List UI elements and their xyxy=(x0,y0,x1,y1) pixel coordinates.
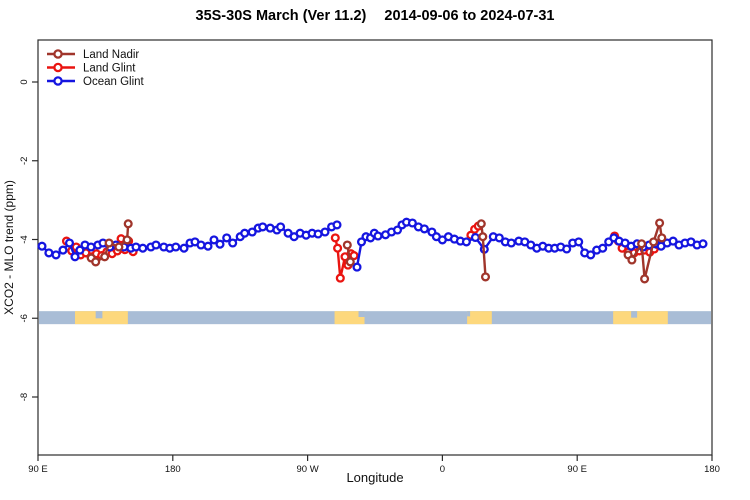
chart-title-main: 35S-30S March (Ver 11.2) xyxy=(195,8,367,24)
legend-label: Ocean Glint xyxy=(83,76,145,88)
data-point xyxy=(335,273,345,283)
data-point xyxy=(131,242,141,252)
legend-item-land-glint: Land Glint xyxy=(47,63,136,75)
data-point xyxy=(151,240,161,250)
data-point xyxy=(649,237,659,247)
data-point xyxy=(668,236,678,246)
data-point xyxy=(75,245,85,255)
data-point xyxy=(478,232,488,242)
data-point xyxy=(333,243,343,253)
data-point xyxy=(480,272,491,282)
y-axis-label: XCO2 - MLO trend (ppm) xyxy=(2,180,16,315)
map-band-ocean-notch xyxy=(358,311,365,318)
data-point xyxy=(461,237,471,247)
data-point xyxy=(37,241,47,251)
series-land-nadir xyxy=(86,218,667,284)
data-point xyxy=(332,220,342,230)
data-point xyxy=(64,238,75,248)
data-point xyxy=(114,242,124,252)
data-point xyxy=(342,240,352,250)
y-tick-label: 0 xyxy=(19,79,30,84)
data-point xyxy=(352,262,362,272)
legend-marker-icon xyxy=(53,49,63,59)
data-point xyxy=(373,231,383,241)
data-point xyxy=(598,243,608,253)
chart-title: 35S-30S March (Ver 11.2) 2014-09-06 to 20… xyxy=(0,8,750,24)
x-tick-label: 90 E xyxy=(567,464,587,475)
data-point xyxy=(258,222,268,232)
data-point xyxy=(122,235,132,245)
data-point xyxy=(476,219,486,229)
data-point xyxy=(179,243,189,253)
y-tick-label: -4 xyxy=(19,235,30,243)
y-tick-label: -8 xyxy=(19,393,30,401)
x-tick-label: 180 xyxy=(704,464,720,475)
data-point xyxy=(70,252,80,262)
x-tick-label: 90 E xyxy=(28,464,48,475)
legend-label: Land Glint xyxy=(83,63,136,75)
data-point xyxy=(228,238,238,248)
chart-title-dates: 2014-09-06 to 2024-07-31 xyxy=(384,8,555,24)
map-band-land-patch xyxy=(613,311,668,325)
y-tick-label: -2 xyxy=(19,157,30,165)
series-ocean-glint xyxy=(37,217,708,272)
data-point xyxy=(247,227,257,237)
legend-marker-icon xyxy=(53,76,63,86)
map-band-ocean-notch xyxy=(95,311,103,319)
map-band-land-patch xyxy=(467,311,492,325)
map-band-ocean xyxy=(39,311,711,325)
data-point xyxy=(506,238,516,248)
data-point xyxy=(100,252,110,262)
data-point xyxy=(320,227,330,237)
legend-item-ocean-glint: Ocean Glint xyxy=(47,76,145,88)
data-point xyxy=(91,257,101,267)
data-point xyxy=(698,239,708,249)
map-band-ocean-notch xyxy=(631,311,638,318)
data-point xyxy=(562,244,572,254)
data-point xyxy=(44,248,54,258)
data-point xyxy=(657,233,667,243)
data-point xyxy=(222,233,232,243)
data-point xyxy=(640,274,650,284)
data-point xyxy=(240,228,250,238)
data-point xyxy=(586,250,596,260)
y-tick-label: -6 xyxy=(19,314,30,322)
data-point xyxy=(345,257,355,267)
data-point xyxy=(655,218,665,228)
data-point xyxy=(637,239,647,249)
legend-label: Land Nadir xyxy=(83,49,139,61)
x-tick-label: 0 xyxy=(440,464,445,475)
data-point xyxy=(58,245,68,255)
data-point xyxy=(419,224,429,234)
data-point xyxy=(349,251,359,261)
data-point xyxy=(138,243,148,253)
data-point xyxy=(494,233,504,243)
data-point xyxy=(104,238,114,248)
data-point xyxy=(209,235,219,245)
data-point xyxy=(51,250,61,260)
data-point xyxy=(203,241,213,251)
legend-item-land-nadir: Land Nadir xyxy=(47,49,139,61)
x-axis-label: Longitude xyxy=(346,470,403,485)
data-point xyxy=(215,239,225,249)
x-tick-label: 180 xyxy=(165,464,181,475)
data-point xyxy=(407,218,417,228)
legend-marker-icon xyxy=(53,62,63,73)
map-band-land-patch xyxy=(334,311,365,325)
data-point xyxy=(196,240,206,250)
data-point xyxy=(276,222,286,232)
x-tick-label: 90 W xyxy=(297,464,319,475)
data-point xyxy=(171,242,181,252)
series-land-glint xyxy=(61,221,667,283)
data-point xyxy=(123,219,133,229)
data-point xyxy=(330,233,340,243)
data-point xyxy=(627,255,637,265)
data-point xyxy=(470,232,480,243)
map-band-ocean-notch xyxy=(467,311,471,317)
data-point xyxy=(574,237,584,247)
